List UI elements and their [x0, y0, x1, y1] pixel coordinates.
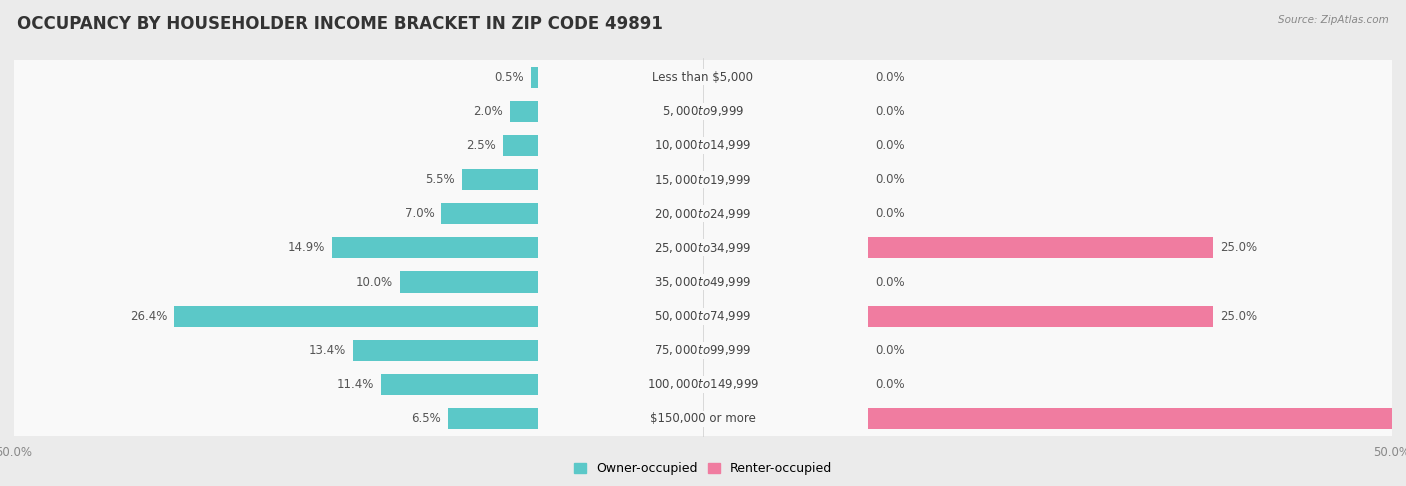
Bar [353, 340, 537, 361]
Text: 11.4%: 11.4% [336, 378, 374, 391]
Bar [869, 408, 1406, 429]
Bar [399, 271, 537, 293]
Bar [869, 237, 1213, 259]
Bar [0, 162, 1406, 197]
Text: 25.0%: 25.0% [1219, 310, 1257, 323]
Bar [0, 367, 1406, 401]
Bar [381, 374, 537, 395]
Bar [0, 94, 1406, 128]
Text: OCCUPANCY BY HOUSEHOLDER INCOME BRACKET IN ZIP CODE 49891: OCCUPANCY BY HOUSEHOLDER INCOME BRACKET … [17, 15, 662, 33]
Bar [0, 231, 1406, 265]
Text: 0.0%: 0.0% [875, 70, 905, 84]
Bar [461, 169, 537, 190]
Text: $25,000 to $34,999: $25,000 to $34,999 [654, 241, 752, 255]
Text: $20,000 to $24,999: $20,000 to $24,999 [654, 207, 752, 221]
Text: 0.0%: 0.0% [875, 378, 905, 391]
Text: 0.0%: 0.0% [875, 276, 905, 289]
Bar [869, 306, 1213, 327]
Text: 0.0%: 0.0% [875, 173, 905, 186]
Bar [0, 60, 1406, 94]
Bar [0, 265, 1406, 299]
Text: 25.0%: 25.0% [1219, 242, 1257, 254]
Text: 10.0%: 10.0% [356, 276, 392, 289]
Text: 14.9%: 14.9% [288, 242, 325, 254]
Text: 0.0%: 0.0% [875, 139, 905, 152]
Bar [441, 203, 537, 225]
Text: 0.0%: 0.0% [875, 207, 905, 220]
Bar [0, 128, 1406, 162]
Text: $5,000 to $9,999: $5,000 to $9,999 [662, 104, 744, 118]
Text: $50,000 to $74,999: $50,000 to $74,999 [654, 309, 752, 323]
Bar [174, 306, 537, 327]
Bar [510, 101, 537, 122]
Text: 5.5%: 5.5% [426, 173, 456, 186]
Text: 2.5%: 2.5% [467, 139, 496, 152]
Bar [449, 408, 537, 429]
Text: 0.0%: 0.0% [875, 344, 905, 357]
Text: 7.0%: 7.0% [405, 207, 434, 220]
Text: 13.4%: 13.4% [309, 344, 346, 357]
Text: $35,000 to $49,999: $35,000 to $49,999 [654, 275, 752, 289]
Text: Source: ZipAtlas.com: Source: ZipAtlas.com [1278, 15, 1389, 25]
Bar [0, 401, 1406, 435]
Bar [332, 237, 537, 259]
Bar [531, 67, 537, 87]
Text: $75,000 to $99,999: $75,000 to $99,999 [654, 343, 752, 357]
Bar [0, 333, 1406, 367]
Text: 0.5%: 0.5% [495, 70, 524, 84]
Text: Less than $5,000: Less than $5,000 [652, 70, 754, 84]
Text: 26.4%: 26.4% [129, 310, 167, 323]
Text: $15,000 to $19,999: $15,000 to $19,999 [654, 173, 752, 187]
Text: $100,000 to $149,999: $100,000 to $149,999 [647, 378, 759, 391]
Text: 0.0%: 0.0% [875, 105, 905, 118]
Text: $150,000 or more: $150,000 or more [650, 412, 756, 425]
Bar [0, 299, 1406, 333]
Text: 2.0%: 2.0% [474, 105, 503, 118]
Bar [0, 197, 1406, 231]
Bar [503, 135, 537, 156]
Legend: Owner-occupied, Renter-occupied: Owner-occupied, Renter-occupied [568, 457, 838, 481]
Text: 6.5%: 6.5% [412, 412, 441, 425]
Text: $10,000 to $14,999: $10,000 to $14,999 [654, 139, 752, 153]
